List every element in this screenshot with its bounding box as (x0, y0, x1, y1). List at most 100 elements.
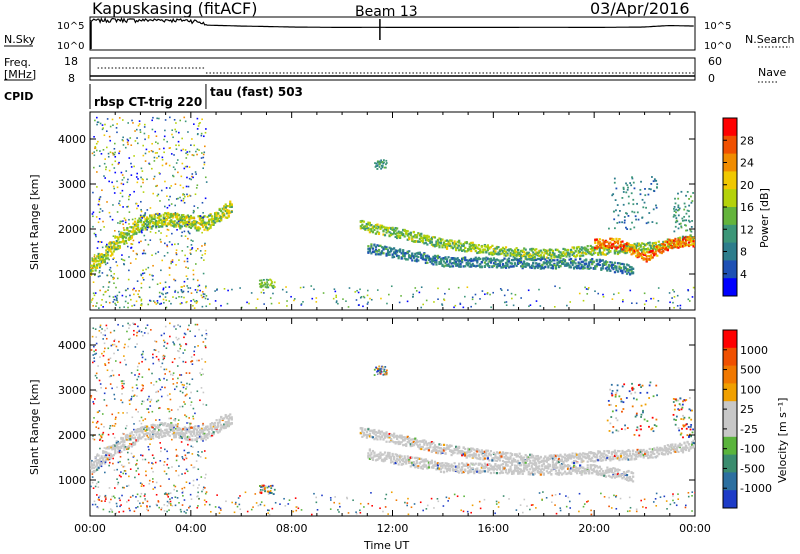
echo-cell (633, 187, 636, 190)
echo-cell (129, 432, 132, 435)
echo-cell (476, 457, 479, 460)
echo-cell (562, 254, 565, 258)
echo-cell (147, 225, 150, 228)
echo-cell (427, 442, 430, 445)
echo-cell (138, 295, 140, 298)
echo-cell (367, 301, 369, 304)
echo-cell (677, 206, 680, 209)
echo-cell (148, 433, 152, 436)
echo-cell (135, 258, 137, 260)
echo-cell (188, 431, 191, 434)
echo-cell (168, 164, 171, 167)
echo-cell (563, 260, 567, 263)
echo-cell (453, 257, 456, 260)
echo-cell (462, 453, 465, 456)
echo-cell (554, 264, 558, 268)
echo-cell (484, 293, 486, 296)
echo-cell (370, 298, 373, 301)
echo-cell (171, 133, 173, 136)
echo-cell (412, 235, 415, 238)
echo-cell (212, 432, 215, 436)
echo-cell (100, 255, 103, 258)
echo-cell (197, 430, 200, 433)
echo-cell (405, 252, 408, 255)
echo-cell (180, 432, 183, 435)
echo-cell (140, 208, 142, 211)
echo-cell (188, 177, 191, 180)
echo-cell (265, 278, 268, 281)
echo-cell (442, 447, 446, 450)
echo-cell (198, 428, 202, 432)
echo-cell (438, 246, 441, 249)
echo-cell (690, 239, 694, 242)
echo-cell (214, 212, 217, 215)
echo-cell (550, 266, 553, 270)
echo-cell (266, 284, 269, 287)
echo-cell (557, 458, 561, 461)
echo-cell (348, 287, 351, 289)
echo-cell (461, 257, 464, 261)
echo-cell (683, 219, 686, 222)
echo-cell (616, 455, 620, 458)
echo-cell (579, 257, 582, 261)
echo-cell (464, 256, 467, 259)
echo-cell (518, 251, 521, 254)
echo-cell (498, 456, 502, 459)
echo-cell (673, 290, 676, 293)
echo-cell (435, 449, 438, 452)
echo-cell (145, 432, 149, 435)
echo-cell (612, 193, 615, 196)
echo-cell (159, 238, 162, 241)
echo-cell (687, 298, 690, 301)
echo-cell (203, 244, 206, 246)
power-ytick-label: 4000 (58, 133, 86, 146)
echo-cell (177, 433, 180, 436)
echo-cell (476, 259, 479, 263)
echo-cell (226, 216, 229, 219)
echo-cell (383, 226, 387, 229)
echo-cell (198, 227, 202, 230)
freq-unit-label: [MHz] (4, 68, 36, 81)
echo-cell (553, 306, 556, 308)
echo-cell (371, 226, 375, 230)
echo-cell (367, 250, 370, 253)
echo-cell (383, 436, 387, 439)
echo-cell (206, 222, 209, 225)
echo-cell (183, 167, 186, 170)
echo-cell (662, 243, 665, 246)
echo-cell (448, 288, 450, 290)
echo-cell (144, 226, 147, 229)
echo-cell (131, 243, 134, 245)
echo-cell (196, 148, 199, 151)
echo-cell (203, 428, 206, 432)
echo-cell (402, 438, 405, 442)
echo-cell (207, 223, 211, 226)
echo-cell (577, 264, 580, 267)
echo-cell (144, 160, 147, 162)
echo-cell (198, 433, 202, 436)
echo-cell (411, 438, 414, 441)
echo-cell (205, 128, 207, 130)
echo-cell (159, 430, 162, 433)
echo-cell (510, 292, 513, 295)
echo-cell (528, 305, 530, 308)
echo-cell (135, 202, 138, 205)
echo-cell (571, 253, 574, 256)
echo-cell (145, 428, 149, 431)
echo-cell (495, 451, 499, 454)
echo-cell (218, 220, 221, 223)
echo-cell (673, 230, 676, 233)
echo-cell (378, 163, 381, 166)
echo-cell (93, 470, 96, 474)
echo-cell (196, 184, 199, 187)
echo-cell (617, 292, 620, 294)
echo-cell (209, 435, 212, 438)
echo-cell (556, 459, 559, 462)
echo-cell (190, 300, 192, 302)
echo-cell (523, 462, 526, 465)
echo-cell (114, 155, 117, 158)
echo-cell (445, 247, 449, 250)
echo-cell (536, 257, 539, 261)
echo-cell (193, 210, 195, 213)
echo-cell (118, 446, 121, 449)
